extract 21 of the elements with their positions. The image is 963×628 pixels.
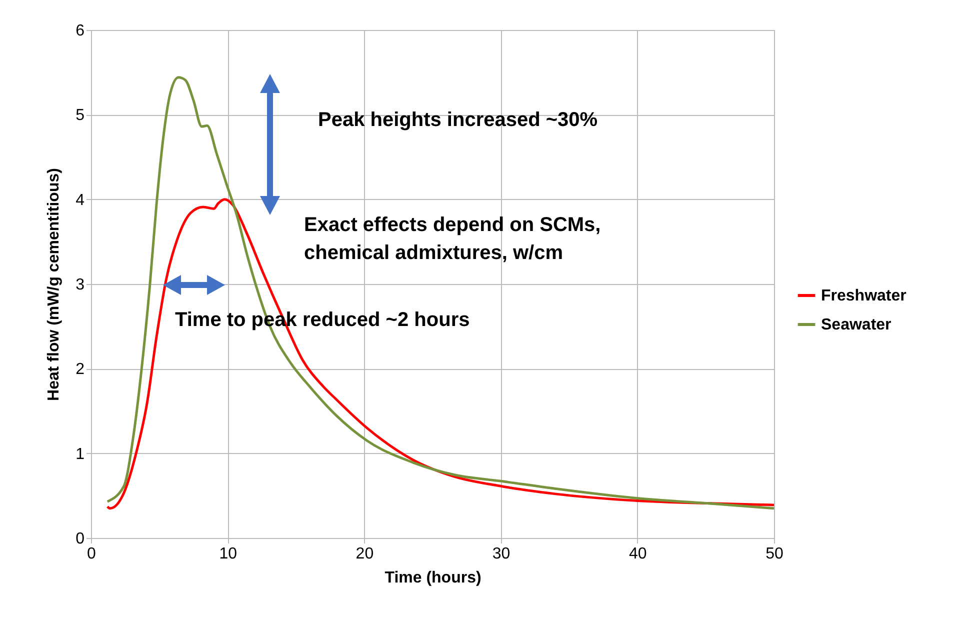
x-tick-label: 30 [492, 546, 510, 562]
annotation: Peak heights increased ~30% [318, 108, 599, 133]
y-tick-label: 1 [76, 446, 85, 463]
line-series [106, 76, 776, 510]
x-tick-label: 20 [356, 546, 374, 562]
x-tick-label: 0 [87, 546, 96, 562]
annotation: Exact effects depend on SCMs, chemical admixtures, w/cm [304, 213, 602, 266]
y-axis-title: Heat flow (mW/g cementitious) [46, 168, 63, 401]
x-axis-title: Time (hours) [384, 570, 482, 586]
y-tick-label: 6 [76, 22, 85, 40]
y-tick-label: 5 [76, 107, 85, 124]
y-tick-label: 2 [76, 361, 85, 378]
line-series [106, 198, 776, 510]
y-tick-label: 3 [76, 276, 85, 294]
x-tick-label: 50 [766, 546, 784, 562]
legend-label: Seawater [821, 316, 892, 334]
y-tick-label: 0 [76, 530, 85, 548]
x-tick-label: 40 [629, 546, 647, 562]
legend-label: Freshwater [821, 288, 906, 304]
x-tick-label: 10 [219, 546, 238, 562]
y-tick-label: 4 [76, 192, 85, 209]
